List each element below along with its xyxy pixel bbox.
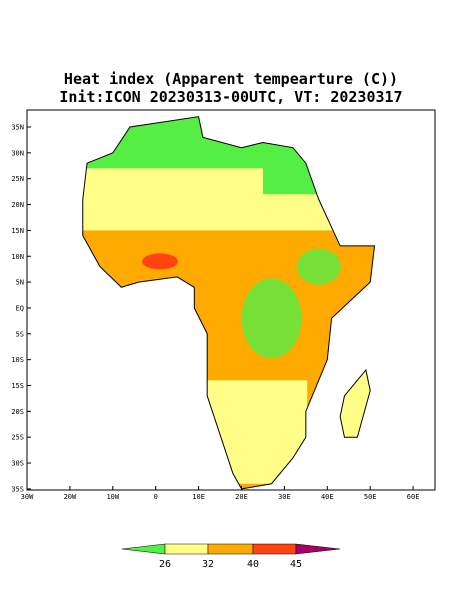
lon-label: 30W bbox=[21, 493, 34, 501]
lat-label: 10N bbox=[11, 253, 24, 261]
lon-label: 60E bbox=[407, 493, 420, 501]
lat-label: 30S bbox=[11, 460, 24, 468]
lat-label: 30N bbox=[11, 149, 24, 157]
lat-label: 25S bbox=[11, 434, 24, 442]
zone bbox=[207, 380, 308, 484]
colorbar-label: 26 bbox=[159, 559, 171, 570]
lon-label: 10E bbox=[192, 493, 205, 501]
lon-label: 50E bbox=[364, 493, 377, 501]
map-frame bbox=[26, 109, 436, 491]
lat-label: 20N bbox=[11, 201, 24, 209]
lat-label: EQ bbox=[16, 304, 24, 312]
lat-label: 25N bbox=[11, 175, 24, 183]
coast bbox=[82, 116, 376, 490]
zone bbox=[82, 116, 375, 169]
title: Heat index (Apparent tempearture (C)) bbox=[64, 70, 398, 88]
lat-label: 15S bbox=[11, 382, 24, 390]
lat-label: 5N bbox=[16, 279, 24, 287]
zone bbox=[82, 116, 375, 231]
lon-label: 0 bbox=[154, 493, 158, 501]
zone bbox=[141, 253, 178, 270]
subtitle: Init:ICON 20230313-00UTC, VT: 20230317 bbox=[59, 88, 402, 106]
zone bbox=[296, 248, 341, 285]
madagascar bbox=[339, 368, 371, 438]
lon-label: 10W bbox=[106, 493, 119, 501]
lon-label: 20W bbox=[64, 493, 77, 501]
colorbar-segment bbox=[295, 543, 341, 555]
lon-label: 20E bbox=[235, 493, 248, 501]
map: 35N 30N 25N 20N 15N 10N 5N EQ 5S 10S 15S 20S 25S 30S 3… bbox=[11, 116, 420, 501]
colorbar-label: 32 bbox=[202, 559, 214, 570]
colorbar: 26 32 40 45 bbox=[121, 543, 341, 570]
colorbar-segment bbox=[207, 543, 254, 555]
colorbar-segment bbox=[164, 543, 209, 555]
colorbar-label: 40 bbox=[247, 559, 259, 570]
zone bbox=[262, 116, 375, 195]
lat-label: 20S bbox=[11, 408, 24, 416]
lat-label: 35S bbox=[11, 485, 24, 493]
colorbar-label: 45 bbox=[290, 559, 302, 570]
zone bbox=[241, 278, 302, 359]
lat-label: 10S bbox=[11, 356, 24, 364]
lon-label: 40E bbox=[321, 493, 334, 501]
colorbar-segment bbox=[121, 543, 166, 555]
lon-label: 30E bbox=[278, 493, 291, 501]
lat-label: 5S bbox=[16, 330, 24, 338]
colorbar-segment bbox=[252, 543, 297, 555]
lat-label: 15N bbox=[11, 227, 24, 235]
lat-label: 35N bbox=[11, 124, 24, 132]
